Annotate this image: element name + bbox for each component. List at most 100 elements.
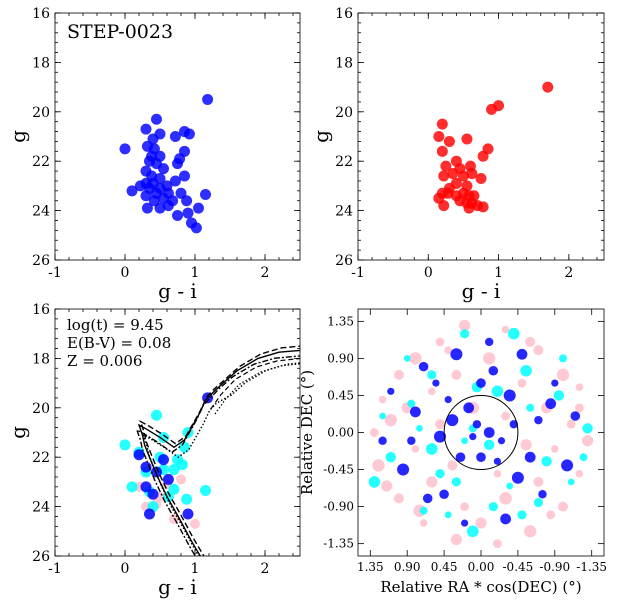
data-point-selected [463, 202, 475, 214]
isochrone-branch [210, 357, 300, 410]
sky-point-cyan [467, 525, 479, 538]
sky-point-blue [410, 406, 421, 418]
sky-point-pink [394, 369, 404, 380]
data-point-cyan [151, 409, 162, 421]
sky-point-blue [407, 436, 416, 445]
data-point-blue [144, 508, 155, 520]
data-point-selected [466, 168, 478, 180]
y-axis-label: Relative DEC (°) [298, 370, 316, 495]
sky-point-pink [435, 419, 445, 430]
data-point-members [140, 190, 152, 202]
panel-bottom-right-sky-map: 1.35 0.90 0.45 0.00 -0.45 -0.90 -1.351.350.900… [298, 308, 607, 596]
sky-point-pink [558, 501, 568, 512]
sky-point-blue [463, 402, 475, 414]
sky-point-pink [582, 435, 594, 447]
sky-point-pink [575, 383, 584, 392]
sky-point-cyan [407, 399, 416, 408]
y-tick-label: 24 [32, 204, 50, 220]
y-tick-label: 0.90 [327, 351, 354, 365]
sky-point-blue [524, 451, 536, 463]
sky-point-cyan [526, 403, 535, 412]
data-point-members [182, 207, 194, 219]
x-tick-label: -1 [48, 561, 62, 577]
sky-point-pink [384, 413, 397, 427]
isochrone-dash-dot [135, 355, 300, 556]
x-tick-label: 2 [261, 265, 270, 281]
y-tick-label: 20 [32, 105, 50, 121]
sky-point-pink [520, 439, 532, 451]
x-axis-label: g - i [158, 575, 197, 599]
y-axis-label: g [6, 426, 30, 439]
data-point-blue [182, 508, 194, 520]
panel-top-left-cmd: -1 0 1 2 16 18 20 22 24 26 g - i g STEP-0023 [6, 6, 301, 303]
sky-point-blue [561, 459, 574, 472]
sky-point-blue [534, 415, 543, 425]
data-point-selected [436, 145, 448, 157]
sky-point-cyan [451, 477, 461, 487]
sky-point-cyan [426, 443, 438, 455]
sky-point-cyan [416, 424, 423, 432]
sky-point-blue [472, 420, 482, 429]
sky-point-cyan [484, 439, 495, 451]
sky-point-pink [493, 539, 502, 549]
isochrone-annotation: log(t) = 9.45 [67, 316, 164, 334]
y-tick-label: 24 [335, 204, 353, 220]
sky-point-blue [444, 395, 452, 404]
sky-point-blue [485, 337, 494, 347]
sky-point-pink [533, 345, 544, 356]
isochrone-branch [214, 363, 300, 415]
sky-point-pink [475, 517, 487, 529]
sky-point-cyan [379, 412, 386, 420]
sky-point-pink [428, 387, 436, 396]
data-point-blue [140, 481, 152, 493]
sky-point-pink [435, 337, 445, 347]
sky-point-pink [450, 533, 462, 546]
sky-point-pink [566, 419, 576, 429]
sky-point-blue [488, 365, 499, 376]
data-point-members [126, 185, 138, 197]
sky-point-blue [509, 420, 518, 429]
sky-point-cyan [488, 502, 498, 512]
data-point-selected [477, 201, 489, 213]
y-axis-label: g [309, 130, 333, 143]
y-tick-label: -0.90 [323, 500, 354, 514]
data-point-members [202, 93, 214, 105]
sky-point-pink [378, 395, 387, 404]
data-point-cyan [168, 464, 180, 476]
sky-point-cyan [403, 355, 411, 362]
x-tick-label: 1 [191, 561, 200, 577]
sky-point-blue [511, 471, 524, 484]
sky-point-blue [469, 433, 477, 441]
sky-point-pink [444, 346, 453, 354]
sky-point-cyan [419, 506, 428, 515]
sky-point-cyan [444, 511, 452, 519]
data-point-members [140, 123, 152, 135]
sky-point-blue [439, 489, 449, 500]
sky-point-cyan [368, 476, 381, 488]
sky-point-blue [570, 411, 581, 421]
sky-point-blue [455, 452, 466, 463]
data-point-selected [440, 160, 452, 172]
data-point-cyan [158, 431, 169, 443]
panel-title: STEP-0023 [67, 21, 173, 43]
sky-point-pink [459, 319, 471, 332]
sky-point-pink [533, 476, 544, 487]
data-point-cyan [119, 439, 131, 451]
data-point-members [158, 163, 169, 175]
x-tick-label: 0 [121, 561, 130, 577]
x-tick-label: -1 [351, 265, 365, 281]
sky-point-blue [516, 348, 528, 360]
x-tick-label: 0 [121, 265, 130, 281]
sky-point-blue [500, 513, 511, 525]
sky-point-pink [411, 445, 420, 453]
data-point-members [151, 113, 162, 125]
y-tick-label: 18 [32, 351, 50, 367]
selection-circle [443, 394, 519, 471]
y-tick-label: 16 [32, 302, 50, 318]
isochrone-annotation: Z = 0.006 [67, 352, 142, 370]
plot-frame [54, 12, 301, 261]
x-axis-label: Relative RA * cos(DEC) (°) [380, 578, 581, 596]
x-tick-label: 1 [494, 265, 503, 281]
data-point-blue [158, 454, 169, 466]
sky-point-blue [461, 519, 469, 527]
